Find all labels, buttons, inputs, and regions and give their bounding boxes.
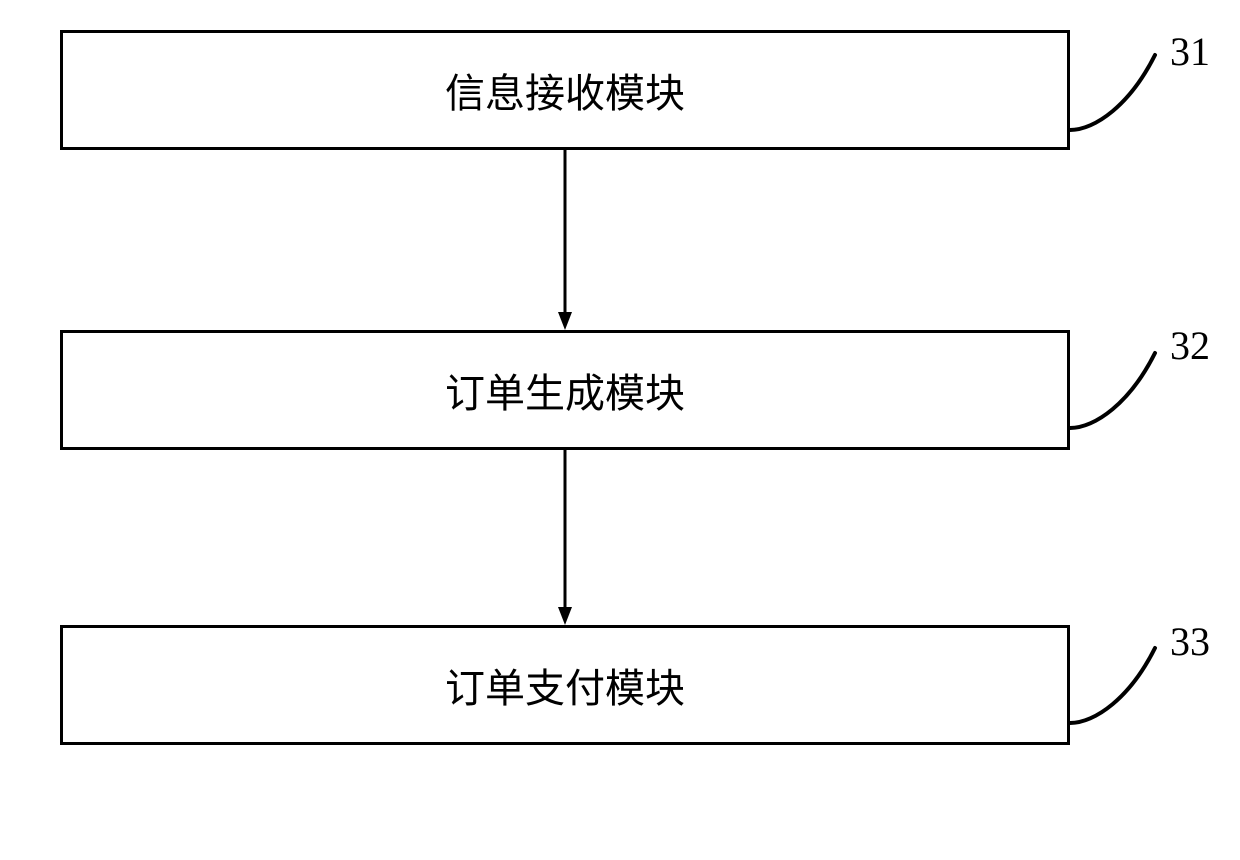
- leader-b1: [1070, 55, 1155, 130]
- leader-b3: [1070, 648, 1155, 723]
- block-order-generate-label: 订单生成模块: [445, 361, 685, 419]
- arrow-b1-b2: [558, 150, 572, 330]
- block-order-pay-label: 订单支付模块: [445, 656, 685, 714]
- ref-label-32: 32: [1170, 322, 1210, 369]
- ref-label-33: 33: [1170, 618, 1210, 665]
- block-order-pay: 订单支付模块: [60, 625, 1070, 745]
- leader-b2: [1070, 353, 1155, 428]
- block-info-receive-label: 信息接收模块: [445, 61, 685, 119]
- block-info-receive: 信息接收模块: [60, 30, 1070, 150]
- diagram-canvas: 信息接收模块 31 订单生成模块 32 订单支付模块 33: [0, 0, 1240, 860]
- arrow-b2-b3: [558, 450, 572, 625]
- ref-label-31: 31: [1170, 28, 1210, 75]
- block-order-generate: 订单生成模块: [60, 330, 1070, 450]
